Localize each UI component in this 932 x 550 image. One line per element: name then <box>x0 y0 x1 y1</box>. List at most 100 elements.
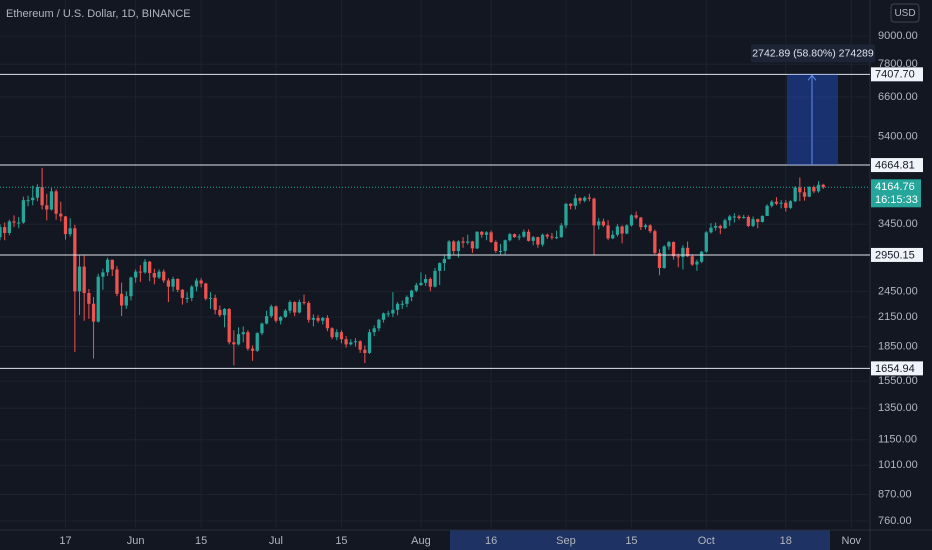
candle-body <box>96 276 100 322</box>
y-tick-label: 870.00 <box>878 488 912 500</box>
candle-body <box>821 184 825 188</box>
candle-body <box>17 222 21 224</box>
candle-body <box>812 187 816 192</box>
candle-body <box>620 226 624 234</box>
currency-label[interactable]: USD <box>894 8 915 19</box>
candle-body <box>26 200 30 202</box>
candle-body <box>274 306 278 321</box>
y-tick-label: 3450.00 <box>878 218 918 230</box>
measure-label-box <box>751 44 875 63</box>
candle-body <box>452 241 456 252</box>
candle-body <box>512 234 517 238</box>
candle-body <box>414 285 418 291</box>
candle-body <box>3 227 7 233</box>
candle-body <box>573 198 577 206</box>
candle-body <box>166 280 171 287</box>
candle-body <box>424 278 428 283</box>
candle-body <box>185 297 189 299</box>
candle-body <box>442 258 446 264</box>
candle-body <box>564 203 568 226</box>
measure-arrow-head <box>807 74 817 81</box>
candle-body <box>101 272 105 277</box>
candle-body <box>419 282 423 286</box>
candle-body <box>372 328 376 333</box>
price-line-label: 1654.94 <box>875 363 915 375</box>
candle-body <box>517 236 521 238</box>
candle-body <box>344 339 348 345</box>
y-tick-label: 2450.00 <box>878 285 918 297</box>
candle-body <box>148 261 152 274</box>
candle-body <box>709 227 713 233</box>
candle-body <box>447 241 451 259</box>
candle-body <box>676 256 680 258</box>
candle-body <box>526 231 531 241</box>
candle-body <box>82 266 86 293</box>
candle-body <box>363 349 367 353</box>
candle-body <box>190 286 194 298</box>
candle-body <box>391 309 395 314</box>
candle-body <box>400 303 404 305</box>
candle-body <box>765 205 769 216</box>
candle-body <box>339 332 344 340</box>
candle-body <box>433 270 437 287</box>
candle-body <box>639 217 643 228</box>
price-line-label: 4664.81 <box>875 159 915 171</box>
candle-body <box>816 184 821 192</box>
candle-body <box>784 202 788 208</box>
candle-body <box>386 313 390 315</box>
candle-body <box>798 187 802 193</box>
candle-body <box>208 297 213 299</box>
candle-body <box>536 237 540 245</box>
candle-body <box>751 219 755 226</box>
candle-body <box>704 232 708 252</box>
x-tick-label: 15 <box>625 535 637 547</box>
x-tick-label: 17 <box>59 535 71 547</box>
candle-body <box>714 225 718 228</box>
price-line-label-box <box>871 247 923 262</box>
currency-button[interactable] <box>890 3 920 23</box>
candle-body <box>180 289 185 298</box>
candle-body <box>232 342 236 345</box>
candle-body <box>508 234 512 241</box>
price-line-label-box <box>871 361 923 376</box>
y-tick-label: 2150.00 <box>878 311 918 323</box>
candle-body <box>592 198 596 226</box>
x-tick-label: 18 <box>780 535 792 547</box>
candle-body <box>685 247 690 257</box>
candle-body <box>311 317 316 320</box>
candle-body <box>176 278 180 290</box>
candle-body <box>489 232 493 243</box>
y-tick-label: 1150.00 <box>878 434 917 446</box>
candle-body <box>349 342 353 345</box>
candle-body <box>21 200 26 223</box>
candle-body <box>171 278 175 287</box>
range-highlight <box>450 530 830 550</box>
candle-body <box>461 241 465 243</box>
price-line-label: 7407.70 <box>875 69 915 81</box>
candle-body <box>587 197 591 199</box>
last-price-box <box>871 179 921 208</box>
candle-body <box>241 332 245 335</box>
candle-body <box>760 215 765 222</box>
candle-body <box>681 247 685 257</box>
candle-body <box>45 205 49 210</box>
candle-body <box>770 201 774 206</box>
candle-body <box>321 317 325 321</box>
candle-body <box>31 197 35 201</box>
candle-body <box>723 220 727 229</box>
y-tick-label: 6600.00 <box>878 91 918 103</box>
candle-body <box>405 297 409 304</box>
candle-body <box>671 242 676 257</box>
y-tick-label: 9000.00 <box>878 30 918 42</box>
candle-body <box>12 221 16 223</box>
candle-body <box>162 271 166 281</box>
candle-body <box>531 237 535 241</box>
candle-body <box>377 319 381 329</box>
candle-body <box>807 187 811 197</box>
candle-body <box>578 198 582 201</box>
x-tick-label: Nov <box>842 535 862 547</box>
candle-body <box>466 241 470 243</box>
x-tick-label: Oct <box>698 535 715 547</box>
candle-body <box>87 292 91 304</box>
